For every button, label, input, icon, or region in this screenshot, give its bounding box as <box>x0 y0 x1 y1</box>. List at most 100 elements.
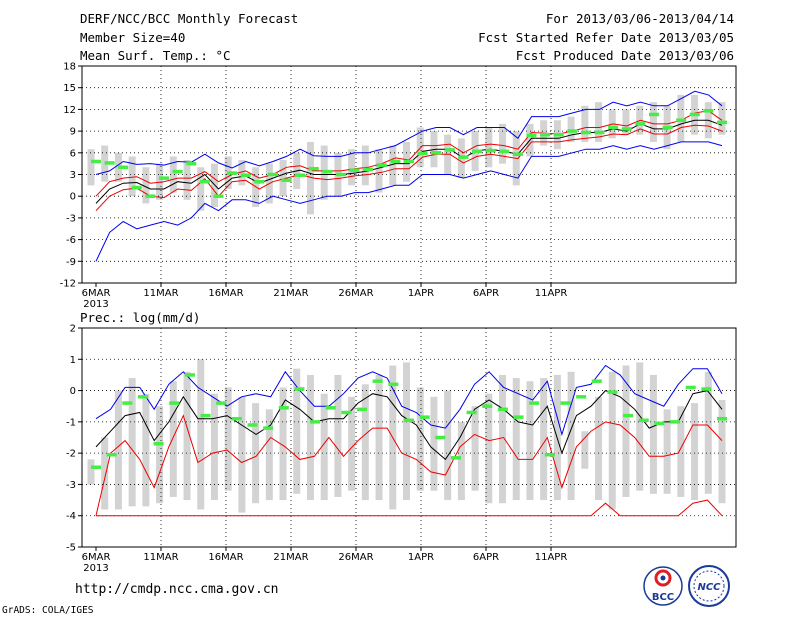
prec-ytick-label: 1 <box>70 355 76 366</box>
prec-xtick-label: 21MAR <box>273 552 308 563</box>
prec-spread-bar <box>348 396 356 491</box>
prec-ytick-label: -5 <box>66 543 76 554</box>
prec-spread-bar <box>210 393 218 501</box>
temp-series-mean <box>95 119 723 204</box>
prec-spread-bar <box>608 371 616 510</box>
temp-spread-bar <box>348 149 356 186</box>
prec-spread-bar <box>224 387 232 491</box>
source-url: http://cmdp.ncc.cma.gov.cn <box>75 582 279 597</box>
member-size: Member Size=40 <box>80 30 186 45</box>
temp-ytick-label: 9 <box>70 127 76 138</box>
temp-ytick-label: 6 <box>70 148 76 159</box>
temp-spread-bar <box>718 102 726 135</box>
prec-spread-bar <box>334 374 342 497</box>
temp-xtick-label: 26MAR <box>338 288 373 299</box>
prec-spread-bar <box>197 359 205 510</box>
temp-ytick-label: 12 <box>63 105 76 116</box>
prec-spread-bar <box>101 437 109 510</box>
prec-spread-bar <box>156 406 164 504</box>
forecast-started: Fcst Started Refer Date 2013/03/05 <box>478 30 734 45</box>
temp-xtick-label: 16MAR <box>208 288 243 299</box>
prec-panel-title: Prec.: log(mm/d) <box>80 310 201 325</box>
prec-ytick-label: -3 <box>66 480 76 491</box>
temp-spread-bar <box>677 94 685 142</box>
temp-ytick-label: 18 <box>63 62 76 73</box>
grads-credit: GrADS: COLA/IGES <box>2 605 94 616</box>
temp-spread-bar <box>649 102 657 142</box>
prec-spread-bar <box>114 390 122 510</box>
prec-spread-bar <box>128 378 136 507</box>
temp-spread-bar <box>361 145 369 186</box>
prec-ytick-label: 2 <box>70 324 76 335</box>
temp-spread-bar <box>87 149 95 186</box>
prec-spread-bar <box>704 371 712 494</box>
prec-series-max <box>95 364 723 437</box>
temp-xtick-label: 21MAR <box>273 288 308 299</box>
prec-xtick-label: 11APR <box>535 552 568 563</box>
temp-spread-bar <box>183 160 191 200</box>
temp-spread-bar <box>499 123 507 164</box>
prec-spread-bar <box>87 459 95 485</box>
prec-spread-bar <box>279 387 287 501</box>
prec-spread-bar <box>265 409 273 501</box>
temp-spread-bar <box>389 145 397 186</box>
temp-spread-bar <box>567 116 575 142</box>
prec-spread-bar <box>306 374 314 501</box>
temp-xtick-year: 2013 <box>83 299 108 310</box>
prec-spread-bar <box>183 371 191 501</box>
temp-ytick-label: -6 <box>66 235 76 246</box>
temp-spread-bar <box>279 160 287 197</box>
prec-spread-bar <box>471 406 479 491</box>
prec-xtick-label: 26MAR <box>338 552 373 563</box>
forecast-period: For 2013/03/06-2013/04/14 <box>545 11 734 26</box>
prec-spread-bar <box>416 387 424 491</box>
prec-spread-bar <box>238 396 246 513</box>
prec-xtick-label: 6MAR <box>82 552 111 563</box>
prec-xtick-label: 16MAR <box>208 552 243 563</box>
temp-spread-bar <box>197 167 205 211</box>
prec-plot-frame <box>81 327 737 548</box>
temp-ytick-label: -9 <box>66 257 76 268</box>
temp-xtick-label: 6MAR <box>82 288 111 299</box>
prec-spread-bar <box>649 374 657 494</box>
temp-ytick-label: -12 <box>60 279 76 290</box>
temp-ytick-label: 15 <box>63 83 76 94</box>
chart-title: DERF/NCC/BCC Monthly Forecast <box>80 11 299 26</box>
temp-series-max <box>95 90 723 175</box>
prec-xtick-label: 6APR <box>473 552 499 563</box>
forecast-produced: Fcst Produced Date 2013/03/06 <box>515 48 734 63</box>
prec-spread-bar <box>485 393 493 504</box>
temp-xtick-label: 11APR <box>535 288 568 299</box>
temp-xtick-label: 1APR <box>408 288 434 299</box>
temp-xtick-label: 6APR <box>473 288 499 299</box>
prec-spread-bar <box>375 374 383 501</box>
prec-spread-bar <box>293 368 301 494</box>
prec-spread-bar <box>169 381 177 497</box>
temp-spread-bar <box>142 167 150 204</box>
prec-ytick-label: -4 <box>66 511 76 522</box>
prec-xtick-label: 11MAR <box>143 552 178 563</box>
prec-spread-bar <box>430 396 438 491</box>
temp-ytick-label: -3 <box>66 213 76 224</box>
prec-spread-bar <box>252 403 260 504</box>
temp-ytick-label: 0 <box>70 192 76 203</box>
temp-spread-bar <box>595 102 603 142</box>
prec-spread-bar <box>567 371 575 501</box>
temp-plot-frame <box>81 65 737 284</box>
prec-series-min <box>96 499 723 517</box>
prec-ytick-label: -1 <box>66 417 76 428</box>
prec-spread-bar <box>636 362 644 491</box>
prec-spread-bar <box>499 374 507 504</box>
prec-ytick-label: 0 <box>70 386 76 397</box>
temp-spread-bar <box>416 127 424 168</box>
prec-spread-bar <box>540 378 548 501</box>
temp-series-min <box>95 141 723 262</box>
prec-spread-bar <box>526 381 534 501</box>
prec-spread-bar <box>361 384 369 501</box>
temp-spread-bar <box>128 156 136 197</box>
temp-spread-bar <box>485 127 493 168</box>
prec-xtick-label: 1APR <box>408 552 434 563</box>
temp-spread-bar <box>375 149 383 193</box>
